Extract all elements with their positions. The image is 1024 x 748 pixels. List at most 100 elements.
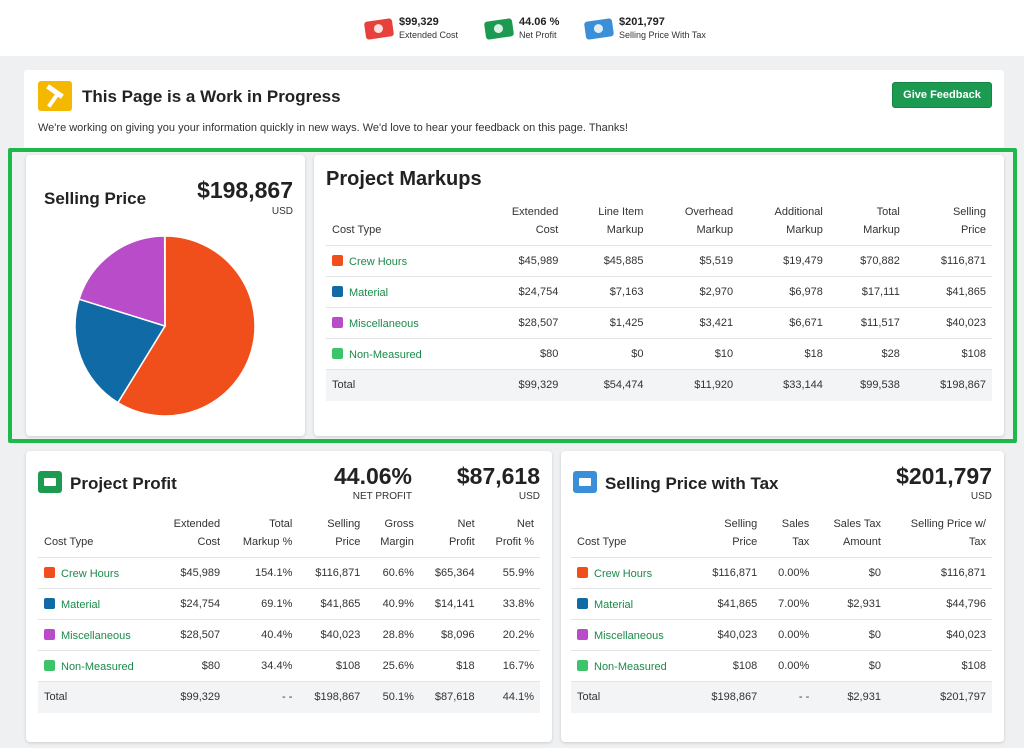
column-header-line: Margin [380,536,414,548]
column-header: Total Markup [829,203,906,246]
table-cell: 0.00% [763,557,816,589]
color-swatch [44,566,55,578]
table-cell: $116,871 [298,557,367,589]
table-cell: 16.7% [480,650,540,682]
table-cell: $108 [693,650,764,682]
selling-price-tax-card: Selling Price with Tax $201,797 USD Cost… [561,451,1004,742]
pie-slice-material[interactable] [74,298,167,404]
column-header-line: Price [732,536,758,548]
color-swatch [44,659,55,671]
table-cell: 0.00% [763,650,816,682]
net-profit-amount: $87,618 [456,463,540,489]
column-header: Selling Price w/Tax [887,515,992,558]
table-cell: $45,989 [157,557,227,589]
column-header-line: Total [269,518,293,530]
cost-type-link[interactable]: Non-Measured [61,660,134,673]
table-row: Non-Measured $108 0.00% $0 $108 [571,650,992,682]
table-cell: $41,865 [693,588,764,620]
pie-slice-crew-hours[interactable] [116,235,256,417]
table-row: Miscellaneous $28,507 $1,425 $3,421 $6,671 $1… [326,307,992,339]
total-cell: $33,144 [739,369,829,401]
table-cell: $116,871 [693,557,764,589]
column-header: Sales Tax [763,515,815,558]
table-cell: 0.00% [763,619,816,651]
table-cell: $3,421 [649,307,740,339]
table-cell: $116,871 [905,245,992,277]
total-cell: $99,329 [477,369,565,401]
cost-type-link[interactable]: Material [61,598,101,611]
color-swatch [577,628,588,640]
total-label: Total [38,681,158,713]
pie-slice-miscellaneous[interactable] [78,235,166,328]
cost-type-cell: Non-Measured [326,338,478,370]
table-cell: $1,425 [564,307,650,339]
cost-type-cell: Material [38,588,158,620]
column-header: Extended Cost [477,203,564,246]
cost-type-link[interactable]: Miscellaneous [594,629,664,642]
table-cell: $116,871 [886,557,992,589]
currency-label: USD [970,491,992,502]
total-cell: - - [226,681,299,713]
table-row: Material $24,754 69.1% $41,865 40.9% $14,141 3… [38,588,540,620]
column-header: Gross Margin [366,515,420,558]
total-cell: $99,329 [157,681,227,713]
table-row: Crew Hours $45,989 154.1% $116,871 60.6% $65,… [38,557,540,589]
table-cell: $80 [157,650,227,682]
column-header-line: Markup [606,224,644,236]
wip-title: This Page is a Work in Progress [82,87,341,106]
column-header-line: Selling Price w/ [910,518,986,530]
total-cell: $87,618 [419,681,481,713]
table-row: Material $24,754 $7,163 $2,970 $6,978 $17,111… [326,276,992,308]
cost-type-cell: Non-Measured [571,650,694,682]
column-header: Extended Cost [157,515,226,558]
selling-price-card: Selling Price $198,867 USD [26,155,305,436]
color-swatch [332,347,343,359]
table-cell: $40,023 [693,619,764,651]
table-cell: $2,931 [815,588,887,620]
table-cell: $6,978 [739,276,829,308]
table-cell: 7.00% [763,588,816,620]
cost-type-cell: Miscellaneous [571,619,694,651]
total-cell: $198,867 [298,681,367,713]
table-cell: $40,023 [886,619,992,651]
table-cell: 55.9% [480,557,540,589]
color-swatch [577,659,588,671]
column-header-line: Markup [696,224,734,236]
table-cell: $41,865 [298,588,367,620]
table-cell: $45,885 [564,245,650,277]
column-header-line: Tax [968,536,986,548]
cost-type-link[interactable]: Material [349,286,389,299]
summary-value: $201,797 [619,16,665,28]
column-header-line: Net [457,518,475,530]
selling-price-tax-title: Selling Price with Tax [605,474,779,493]
selling-price-pie-chart [74,235,256,417]
profit-table: Cost Type Extended Cost Total Markup % Sellin… [38,515,540,713]
currency-label: USD [271,206,293,217]
table-row: Miscellaneous $40,023 0.00% $0 $40,023 [571,619,992,651]
total-cell: $11,920 [649,369,740,401]
selling-price-amount: $198,867 [197,177,293,203]
table-cell: $41,865 [905,276,992,308]
table-cell: 60.6% [366,557,420,589]
table-cell: 40.4% [226,619,299,651]
cost-type-link[interactable]: Crew Hours [349,255,408,268]
column-header-line: Selling [327,518,361,530]
table-cell: $2,970 [649,276,740,308]
cost-type-link[interactable]: Miscellaneous [61,629,131,642]
cost-type-link[interactable]: Miscellaneous [349,317,419,330]
total-cell: $198,867 [693,681,764,713]
cost-type-link[interactable]: Non-Measured [594,660,667,673]
give-feedback-button[interactable]: Give Feedback [892,82,992,108]
cost-type-link[interactable]: Crew Hours [61,567,120,580]
cost-type-cell: Material [571,588,694,620]
cost-type-link[interactable]: Material [594,598,634,611]
cost-type-link[interactable]: Non-Measured [349,348,422,361]
summary-label: Extended Cost [399,30,459,40]
total-cell: $54,474 [564,369,650,401]
column-header: Line Item Markup [564,203,649,246]
cost-type-link[interactable]: Crew Hours [594,567,653,580]
cost-type-cell: Miscellaneous [38,619,158,651]
table-cell: $108 [886,650,992,682]
total-cell: $99,538 [828,369,906,401]
table-cell: $17,111 [828,276,906,308]
